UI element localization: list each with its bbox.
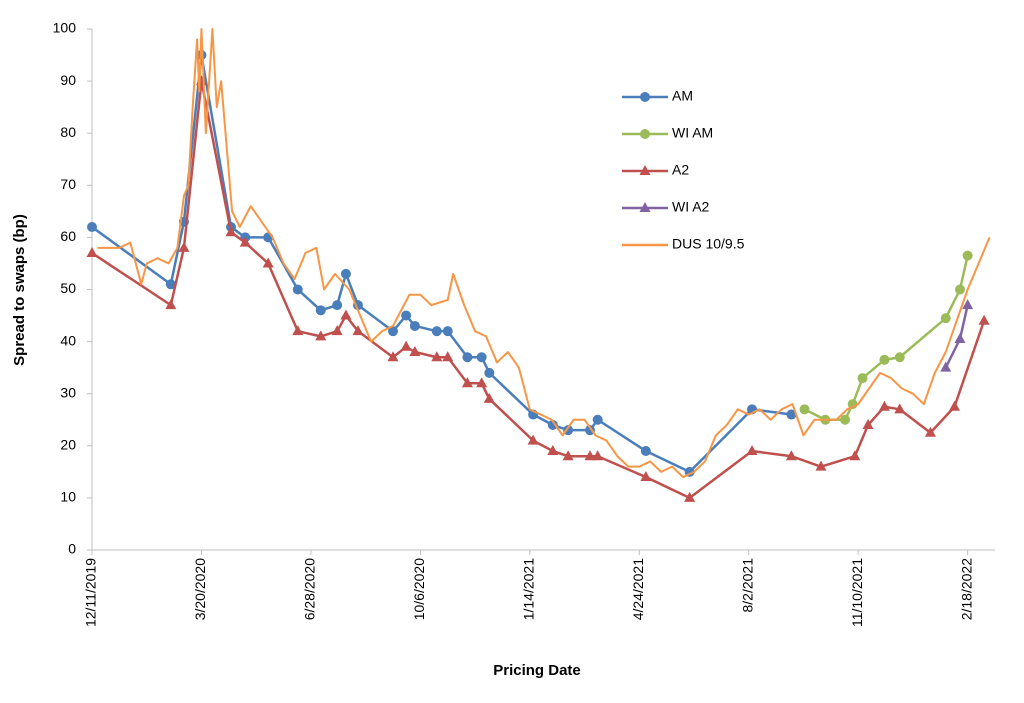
legend-label: AM [672,88,693,104]
x-axis-title: Pricing Date [493,662,581,679]
legend-marker [640,92,650,102]
x-tick-label: 10/6/2020 [411,558,427,620]
point [949,400,961,411]
point [462,352,473,363]
point [409,346,421,357]
point [746,445,758,456]
x-tick-label: 3/20/2020 [192,558,208,620]
y-tick-label: 90 [60,72,76,88]
point [592,450,604,461]
point [461,377,473,388]
point [476,352,487,363]
point [684,491,696,502]
legend-label: WI AM [672,125,713,141]
y-axis-title: Spread to swaps (bp) [11,214,28,366]
x-tick-label: 1/14/2021 [521,558,537,620]
x-tick-label: 11/10/2021 [849,558,865,627]
point [786,409,797,420]
legend-label: WI A2 [672,199,710,215]
legend-marker [640,129,650,139]
x-tick-label: 12/11/2019 [83,558,99,627]
point [239,236,251,247]
point [849,450,861,461]
point [924,426,936,437]
point [547,445,559,456]
series-line [803,255,969,421]
y-tick-label: 60 [60,228,76,244]
y-tick-label: 80 [60,124,76,140]
point [262,257,274,268]
point [857,373,868,384]
legend-marker [639,165,651,175]
point [978,314,990,325]
legend-label: A2 [672,162,689,178]
point [862,418,874,429]
point [225,226,237,237]
point [592,414,603,425]
point [962,250,973,261]
point [840,414,851,425]
y-tick-label: 0 [68,541,76,557]
point [940,313,951,324]
point [165,279,176,290]
series-line [97,28,991,479]
x-tick-label: 2/18/2022 [958,558,974,620]
x-tick-label: 8/2/2021 [739,558,755,613]
point [409,320,420,331]
y-tick-label: 10 [60,489,76,505]
y-tick-label: 50 [60,280,76,296]
point [352,325,364,336]
point [165,299,177,310]
point [315,330,327,341]
point [442,351,454,362]
point [87,221,97,232]
point [476,377,488,388]
x-tick-label: 4/24/2021 [630,558,646,620]
point [962,299,974,310]
point [547,419,558,430]
x-tick-label: 6/28/2020 [302,558,318,620]
point [442,326,453,337]
point [640,446,651,457]
point [584,450,596,461]
point [400,340,412,351]
y-tick-label: 70 [60,176,76,192]
point [640,471,652,482]
point [178,241,190,252]
legend-label: DUS 10/9.5 [672,236,745,252]
point [340,309,352,320]
point [292,284,303,295]
point [332,300,343,311]
point [292,325,304,336]
y-tick-label: 20 [60,437,76,453]
y-tick-label: 30 [60,384,76,400]
point [86,247,98,258]
point [315,305,326,316]
point [940,361,952,372]
y-tick-label: 100 [53,20,77,36]
point [954,332,966,343]
point [954,284,965,295]
point [484,367,495,378]
legend-marker [639,202,651,212]
point [431,326,442,337]
y-tick-label: 40 [60,332,76,348]
point [340,268,351,279]
point [785,450,797,461]
point [388,326,398,337]
point [894,403,906,414]
point [483,392,495,403]
point [879,354,890,365]
point [431,351,443,362]
point [894,352,905,363]
point [799,404,810,415]
point [331,325,343,336]
point [387,351,399,362]
point [562,450,574,461]
point [878,400,890,411]
point [527,434,539,445]
point [815,460,827,471]
point [401,310,412,321]
